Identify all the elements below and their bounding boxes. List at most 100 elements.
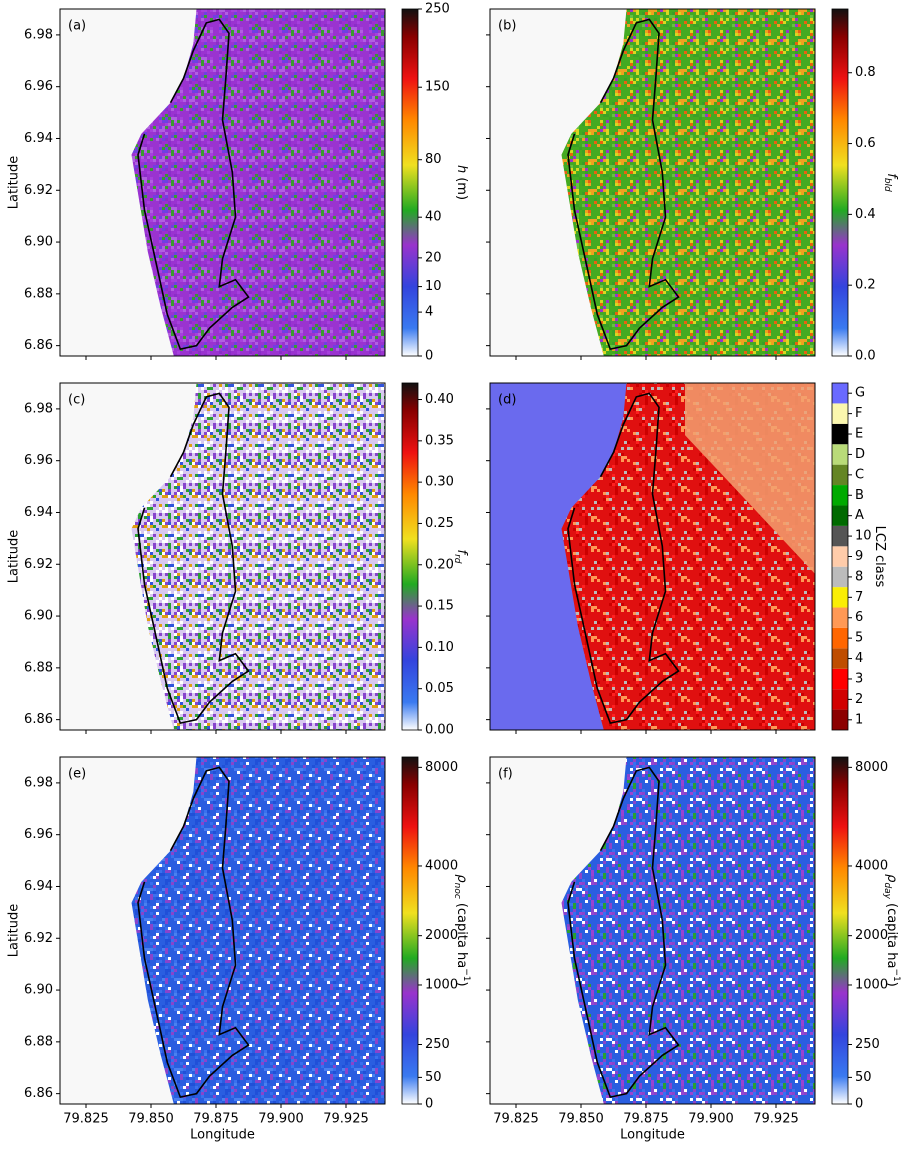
colorbar-tick-label: 7 — [855, 590, 863, 605]
y-tick-label: 6.88 — [24, 660, 53, 675]
colorbar-label: h (m) — [455, 165, 470, 200]
colorbar — [402, 757, 418, 1104]
colorbar-tick-label: 9 — [855, 549, 863, 564]
y-tick-label: 6.88 — [24, 1034, 53, 1049]
label-symbol: f — [455, 550, 470, 557]
colorbar-tick-label: F — [855, 406, 862, 421]
land — [561, 757, 815, 1104]
colorbar-tick-label: 1 — [855, 712, 863, 727]
colorbar-tick-label: 80 — [425, 152, 442, 167]
colorbar-tick-label: 0.2 — [855, 278, 876, 293]
colorbar-tick-label: 1000 — [855, 977, 888, 992]
colorbar-tick-label: 0.15 — [425, 599, 454, 614]
city-boundary — [567, 18, 680, 351]
colorbar-tick-label: 0 — [425, 1097, 433, 1112]
label-subscript: day — [883, 882, 893, 899]
colorbar-tick-label: C — [855, 467, 864, 482]
label-subscript: rd — [453, 554, 463, 564]
colorbar-tick-label: 250 — [855, 1037, 880, 1052]
colorbar-tick-label: 0.6 — [855, 136, 876, 151]
panel-label: (a) — [68, 19, 86, 34]
colorbar-tick-label: 0.20 — [425, 557, 454, 572]
label-superscript: −1 — [892, 968, 902, 981]
x-tick-label: 79.875 — [623, 1112, 669, 1127]
colorbar-swatch — [832, 525, 848, 547]
colorbar-frame — [401, 382, 419, 731]
y-tick-label: 6.88 — [24, 286, 53, 301]
x-tick-label: 79.925 — [753, 1112, 799, 1127]
colorbar-frame — [831, 382, 849, 731]
colorbar-tick-label: D — [855, 447, 865, 462]
land — [131, 757, 385, 1104]
colorbar-frame — [401, 756, 419, 1105]
colorbar-tick-label: 50 — [855, 1070, 872, 1085]
colorbar-tick-label: 10 — [855, 529, 872, 544]
colorbar-swatch — [832, 485, 848, 506]
panel-label: (f) — [498, 767, 513, 782]
colorbar — [832, 9, 848, 356]
y-tick-label: 6.86 — [24, 1086, 53, 1101]
y-tick-label: 6.98 — [24, 401, 53, 416]
colorbar-tick-label: B — [855, 488, 864, 503]
city-boundary — [137, 18, 250, 351]
colorbar-tick-label: 2 — [855, 692, 863, 707]
colorbar-label: ρnoc (capita ha−1) — [453, 874, 472, 986]
y-tick-label: 6.96 — [24, 827, 53, 842]
label-symbol: ρ — [455, 874, 470, 883]
colorbar-tick-label: 40 — [425, 210, 442, 225]
colorbar-tick-label: 0.35 — [425, 433, 454, 448]
map-frame — [59, 756, 386, 1105]
colorbar-tick-label: 0.8 — [855, 65, 876, 80]
colorbar-tick-label: 250 — [425, 2, 450, 17]
label-symbol: h — [455, 165, 470, 173]
land — [131, 9, 385, 356]
y-tick-label: 6.94 — [24, 879, 53, 894]
colorbar-swatch — [832, 403, 848, 424]
colorbar-swatch — [832, 444, 848, 465]
colorbar-frame — [401, 8, 419, 357]
map-frame — [59, 382, 386, 731]
colorbar-swatch — [832, 464, 848, 486]
y-tick-label: 6.90 — [24, 235, 53, 250]
label-symbol: f — [885, 173, 900, 180]
colorbar-frame — [831, 756, 849, 1105]
y-tick-label: 6.90 — [24, 983, 53, 998]
colorbar-tick-label: 8000 — [855, 760, 888, 775]
colorbar-tick-label: 0 — [425, 349, 433, 364]
panel-label: (e) — [68, 767, 86, 782]
colorbar-tick-label: E — [855, 427, 863, 442]
y-tick-label: 6.92 — [24, 183, 53, 198]
colorbar-label: LCZ class — [873, 526, 888, 588]
colorbar-tick-label: 4 — [425, 305, 433, 320]
colorbar-label: ρday (capita ha−1) — [883, 874, 902, 987]
colorbar-swatch — [832, 505, 848, 526]
colorbar-tick-label: 8 — [855, 569, 863, 584]
colorbar — [402, 383, 418, 730]
y-axis-label: Latitude — [7, 530, 22, 584]
colorbar-swatch — [832, 423, 848, 445]
colorbar-tick-label: 6 — [855, 610, 863, 625]
colorbar-swatch — [832, 627, 848, 649]
y-tick-label: 6.90 — [24, 609, 53, 624]
colorbar-tick-label: 20 — [425, 250, 442, 265]
colorbar-tick-label: 4000 — [425, 858, 458, 873]
map-frame — [59, 8, 386, 357]
y-axis-label: Latitude — [7, 156, 22, 210]
x-tick-label: 79.850 — [128, 1112, 174, 1127]
colorbar-swatch — [832, 566, 848, 588]
colorbar — [402, 9, 418, 356]
label-text: LCZ class — [873, 526, 888, 588]
map-frame — [489, 756, 816, 1105]
colorbar-tick-label: 2000 — [425, 928, 458, 943]
y-tick-label: 6.94 — [24, 505, 53, 520]
y-tick-label: 6.92 — [24, 557, 53, 572]
label-unit-close: ) — [455, 982, 470, 987]
colorbar-label: frd — [453, 550, 470, 564]
x-tick-label: 79.825 — [493, 1112, 539, 1127]
city-boundary — [137, 392, 250, 725]
city-boundary — [567, 392, 680, 725]
colorbar-tick-label: 3 — [855, 671, 863, 686]
land — [561, 9, 815, 356]
colorbar-swatch — [832, 648, 848, 669]
